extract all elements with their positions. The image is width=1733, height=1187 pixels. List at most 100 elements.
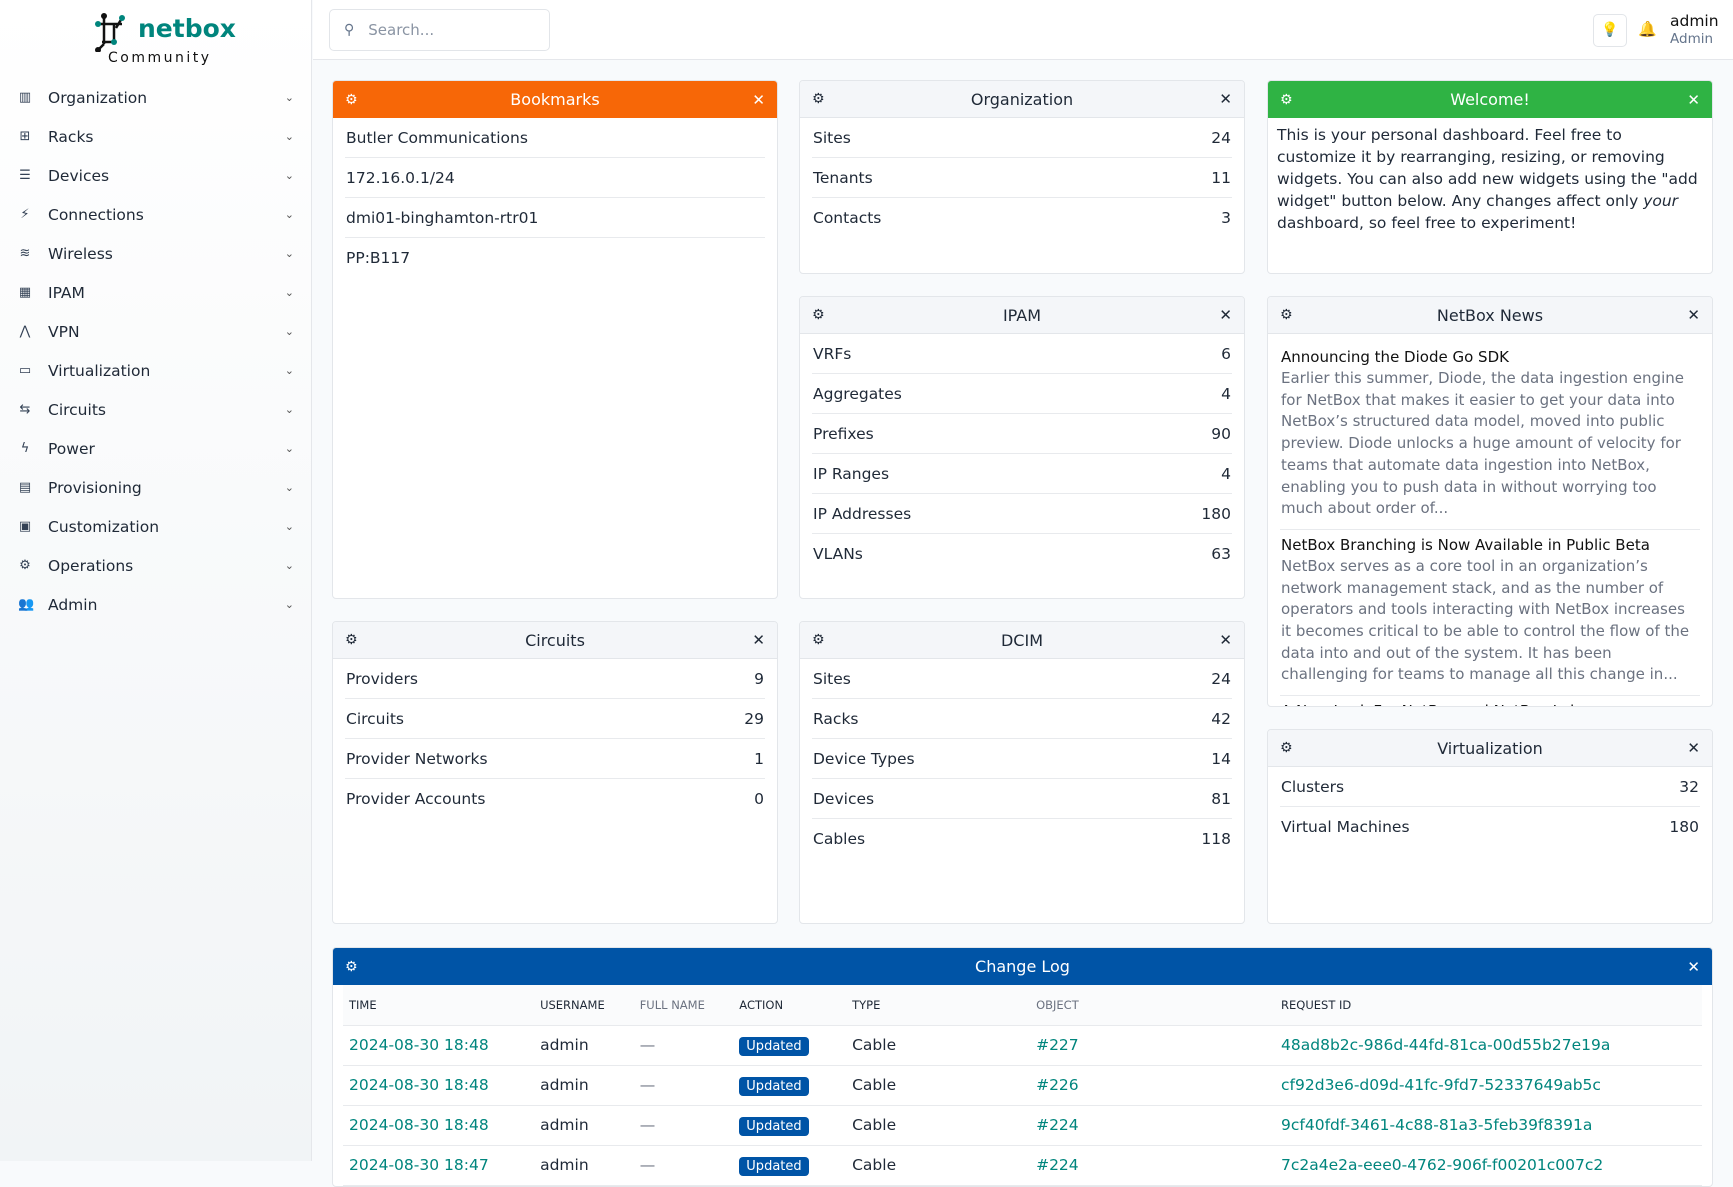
column-header[interactable]: USERNAME	[534, 985, 634, 1026]
close-icon[interactable]: ✕	[1219, 631, 1232, 649]
close-icon[interactable]: ✕	[1687, 306, 1700, 324]
stat-row[interactable]: Prefixes 90	[812, 414, 1232, 454]
object-link[interactable]: #227	[1030, 1025, 1276, 1066]
time-link[interactable]: 2024-08-30 18:48	[343, 1025, 535, 1066]
stat-row[interactable]: IP Addresses 180	[812, 494, 1232, 534]
close-icon[interactable]: ✕	[752, 631, 765, 649]
object-link[interactable]: #224	[1030, 1105, 1276, 1146]
column-header[interactable]: TIME	[343, 985, 535, 1026]
gear-icon[interactable]: ⚙	[1280, 740, 1293, 756]
gear-icon[interactable]: ⚙	[1280, 307, 1293, 323]
sidebar-item-customization[interactable]: ▣ Customization ⌄	[0, 507, 312, 546]
sidebar-item-organization[interactable]: ▥ Organization ⌄	[0, 78, 312, 117]
widget-header[interactable]: ⚙ Virtualization ✕	[1268, 730, 1712, 767]
column-header[interactable]: FULL NAME	[633, 985, 734, 1026]
news-title[interactable]: NetBox Branching is Now Available in Pub…	[1281, 535, 1650, 554]
bookmark-item[interactable]: PP:B117	[345, 238, 765, 278]
column-header[interactable]: OBJECT	[1030, 985, 1276, 1026]
sidebar-item-circuits[interactable]: ⇆ Circuits ⌄	[0, 390, 312, 429]
theme-toggle-button[interactable]: 💡	[1593, 14, 1627, 47]
stat-label[interactable]: Device Types	[813, 749, 915, 768]
gear-icon[interactable]: ⚙	[812, 91, 825, 107]
stat-label[interactable]: Racks	[813, 709, 859, 728]
close-icon[interactable]: ✕	[1687, 90, 1700, 109]
sidebar-item-virtualization[interactable]: ▭ Virtualization ⌄	[0, 351, 312, 390]
gear-icon[interactable]: ⚙	[812, 307, 825, 323]
close-icon[interactable]: ✕	[1687, 957, 1700, 976]
stat-row[interactable]: Provider Networks 1	[345, 739, 765, 779]
stat-row[interactable]: Contacts 3	[812, 198, 1232, 238]
stat-row[interactable]: VLANs 63	[812, 534, 1232, 574]
request-id-link[interactable]: 48ad8b2c-986d-44fd-81ca-00d55b27e19a	[1275, 1025, 1702, 1066]
stat-label[interactable]: IP Ranges	[813, 464, 890, 483]
time-link[interactable]: 2024-08-30 18:48	[343, 1065, 535, 1106]
stat-label[interactable]: Circuits	[346, 709, 404, 728]
stat-label[interactable]: IP Addresses	[813, 504, 912, 523]
stat-row[interactable]: Aggregates 4	[812, 374, 1232, 414]
stat-label[interactable]: Provider Accounts	[346, 790, 486, 808]
gear-icon[interactable]: ⚙	[345, 632, 358, 648]
stat-label[interactable]: Clusters	[1281, 777, 1345, 796]
stat-label[interactable]: Providers	[346, 669, 418, 688]
sidebar-item-admin[interactable]: 👥 Admin ⌄	[0, 585, 312, 624]
close-icon[interactable]: ✕	[1219, 306, 1232, 324]
widget-header[interactable]: ⚙ IPAM ✕	[800, 297, 1244, 334]
stat-row[interactable]: VRFs 6	[812, 334, 1232, 374]
stat-label[interactable]: Devices	[813, 789, 875, 808]
stat-label[interactable]: VRFs	[813, 344, 852, 363]
request-id-link[interactable]: 9cf40fdf-3461-4c88-81a3-5feb39f8391a	[1275, 1105, 1702, 1146]
news-item[interactable]: Announcing the Diode Go SDK Earlier this …	[1280, 342, 1700, 530]
stat-row[interactable]: IP Ranges 4	[812, 454, 1232, 494]
gear-icon[interactable]: ⚙	[345, 91, 358, 108]
sidebar-item-racks[interactable]: ⊞ Racks ⌄	[0, 117, 312, 156]
stat-row[interactable]: Providers 9	[345, 659, 765, 699]
bookmark-link[interactable]: dmi01-binghamton-rtr01	[346, 208, 539, 227]
stat-label[interactable]: Sites	[813, 669, 851, 688]
sidebar-item-ipam[interactable]: ▦ IPAM ⌄	[0, 273, 312, 312]
notifications-bell-icon[interactable]: 🔔	[1638, 20, 1657, 38]
news-item[interactable]: A New Look For NetBox and NetBox Labs	[1280, 696, 1700, 706]
stat-label[interactable]: Sites	[813, 128, 851, 147]
close-icon[interactable]: ✕	[752, 90, 765, 109]
stat-label[interactable]: Aggregates	[813, 384, 902, 403]
stat-row[interactable]: Tenants 11	[812, 158, 1232, 198]
stat-label[interactable]: Virtual Machines	[1281, 818, 1410, 836]
gear-icon[interactable]: ⚙	[812, 632, 825, 648]
time-link[interactable]: 2024-08-30 18:48	[343, 1105, 535, 1146]
stat-row[interactable]: Sites 24	[812, 659, 1232, 699]
stat-row[interactable]: Racks 42	[812, 699, 1232, 739]
stat-row[interactable]: Devices 81	[812, 779, 1232, 819]
stat-row[interactable]: Device Types 14	[812, 739, 1232, 779]
widget-header[interactable]: ⚙ Change Log ✕	[333, 948, 1712, 985]
column-header[interactable]: TYPE	[846, 985, 1031, 1026]
request-id-link[interactable]: 7c2a4e2a-eee0-4762-906f-f00201c007c2	[1275, 1145, 1702, 1186]
search-box[interactable]: ⚲	[329, 9, 550, 51]
bookmark-item[interactable]: Butler Communications	[345, 118, 765, 158]
news-title[interactable]: Announcing the Diode Go SDK	[1281, 348, 1509, 366]
bookmark-item[interactable]: dmi01-binghamton-rtr01	[345, 198, 765, 238]
widget-header[interactable]: ⚙ Bookmarks ✕	[333, 81, 777, 118]
sidebar-item-operations[interactable]: ⚙ Operations ⌄	[0, 546, 312, 585]
stat-label[interactable]: Prefixes	[813, 424, 874, 443]
search-input[interactable]	[368, 21, 529, 39]
gear-icon[interactable]: ⚙	[345, 958, 358, 975]
sidebar-item-power[interactable]: ϟ Power ⌄	[0, 429, 312, 468]
stat-row[interactable]: Provider Accounts 0	[345, 779, 765, 819]
object-link[interactable]: #224	[1030, 1145, 1276, 1186]
widget-header[interactable]: ⚙ Welcome! ✕	[1268, 81, 1712, 118]
user-menu[interactable]: admin Admin	[1670, 12, 1719, 48]
bookmark-link[interactable]: 172.16.0.1/24	[346, 168, 455, 187]
stat-row[interactable]: Cables 118	[812, 819, 1232, 859]
sidebar-item-connections[interactable]: ⚡ Connections ⌄	[0, 195, 312, 234]
widget-header[interactable]: ⚙ Organization ✕	[800, 81, 1244, 118]
widget-header[interactable]: ⚙ DCIM ✕	[800, 622, 1244, 659]
news-title[interactable]: A New Look For NetBox and NetBox Labs	[1281, 701, 1699, 706]
column-header[interactable]: ACTION	[733, 985, 847, 1026]
close-icon[interactable]: ✕	[1687, 739, 1700, 757]
sidebar-item-wireless[interactable]: ≋ Wireless ⌄	[0, 234, 312, 273]
column-header[interactable]: REQUEST ID	[1275, 985, 1702, 1026]
netbox-logo[interactable]: netbox Community	[94, 12, 236, 68]
stat-row[interactable]: Clusters 32	[1280, 767, 1700, 807]
widget-header[interactable]: ⚙ Circuits ✕	[333, 622, 777, 659]
sidebar-item-provisioning[interactable]: ▤ Provisioning ⌄	[0, 468, 312, 507]
